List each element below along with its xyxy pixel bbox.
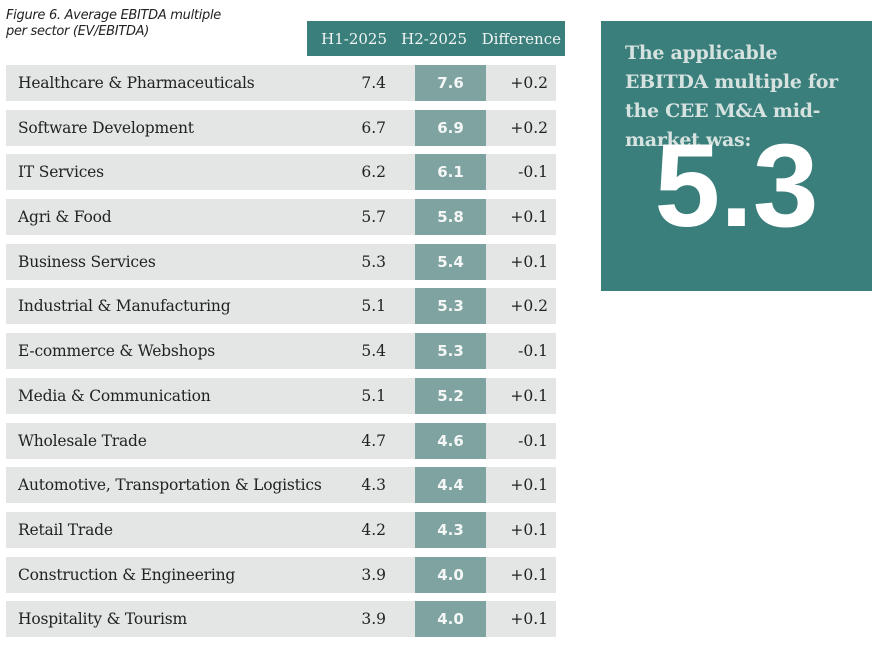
- header-difference: Difference: [481, 29, 561, 48]
- difference-value: -0.1: [518, 342, 548, 361]
- h2-value: 4.6: [437, 431, 464, 450]
- summary-text: The applicable EBITDA multiple for the C…: [625, 42, 838, 151]
- h2-value: 5.4: [437, 252, 464, 271]
- summary-value: 5.3: [654, 120, 819, 252]
- table-row: Construction & Engineering 3.9 4.0 +0.1: [6, 556, 556, 593]
- table-row: Media & Communication 5.1 5.2 +0.1: [6, 377, 556, 414]
- difference-value: +0.2: [510, 74, 548, 92]
- h2-highlight-cell: [415, 467, 486, 504]
- table-row: Automotive, Transportation & Logistics 4.…: [6, 467, 556, 504]
- sector-table: Healthcare & Pharmaceuticals 7.4 7.6 +0.2 So…: [6, 65, 556, 646]
- h2-value: 5.8: [437, 208, 464, 227]
- difference-value: +0.2: [510, 118, 548, 137]
- h2-highlight-cell: [415, 288, 486, 325]
- table-row: E-commerce & Webshops 5.4 5.3 -0.1: [6, 333, 556, 370]
- difference-value: +0.1: [510, 476, 548, 495]
- difference-value: -0.1: [518, 431, 548, 450]
- table-row: Business Services 5.3 5.4 +0.1: [6, 243, 556, 280]
- h2-value: 6.1: [437, 163, 464, 182]
- difference-value: +0.1: [510, 386, 548, 405]
- h1-value: 3.9: [361, 565, 386, 584]
- h2-highlight-cell: [415, 333, 486, 370]
- h1-value: 5.1: [361, 386, 386, 405]
- h2-value: 5.2: [437, 386, 464, 405]
- h2-highlight-cell: [415, 511, 486, 548]
- difference-value: +0.1: [510, 252, 548, 271]
- table-row: Software Development 6.7 6.9 +0.2: [6, 109, 556, 146]
- difference-value: +0.1: [510, 565, 548, 584]
- table-row: IT Services 6.2 6.1 -0.1: [6, 154, 556, 191]
- sector-name: Business Services: [18, 252, 156, 271]
- h2-highlight-cell: [415, 109, 486, 146]
- sector-name: Healthcare & Pharmaceuticals: [18, 74, 255, 92]
- sector-name: Software Development: [18, 118, 194, 137]
- h1-value: 4.2: [361, 520, 386, 539]
- h2-highlight-cell: [415, 199, 486, 236]
- sector-name: Agri & Food: [18, 208, 112, 227]
- sector-name: Retail Trade: [18, 520, 113, 539]
- table-row: Agri & Food 5.7 5.8 +0.1: [6, 199, 556, 236]
- sector-name: Media & Communication: [18, 386, 211, 405]
- sector-name: Wholesale Trade: [18, 431, 147, 450]
- h2-highlight-cell: [415, 377, 486, 414]
- h1-value: 4.7: [361, 431, 386, 450]
- caption-line-1: Figure 6. Average EBITDA multiple: [6, 8, 221, 23]
- difference-value: +0.1: [510, 208, 548, 227]
- sector-name: Automotive, Transportation & Logistics: [18, 476, 322, 495]
- figure-caption: Figure 6. Average EBITDA multiple per se…: [6, 8, 286, 40]
- header-h2-2025: H2-2025: [401, 29, 467, 48]
- h2-highlight-cell: [415, 65, 486, 101]
- h1-value: 7.4: [361, 74, 386, 92]
- h2-value: 4.0: [437, 565, 464, 584]
- h2-value: 7.6: [437, 74, 464, 92]
- h2-value: 4.3: [437, 520, 464, 539]
- h2-value: 4.0: [437, 610, 464, 629]
- header-h1-2025: H1-2025: [321, 29, 387, 48]
- difference-value: -0.1: [518, 163, 548, 182]
- h2-highlight-cell: [415, 556, 486, 593]
- sector-name: Hospitality & Tourism: [18, 610, 187, 629]
- table-row: Industrial & Manufacturing 5.1 5.3 +0.2: [6, 288, 556, 325]
- h2-value: 5.3: [437, 297, 464, 316]
- table-header: H1-2025 H2-2025 Difference: [307, 21, 565, 56]
- h1-value: 6.7: [361, 118, 386, 137]
- h1-value: 5.1: [361, 297, 386, 316]
- table-row: Retail Trade 4.2 4.3 +0.1: [6, 511, 556, 548]
- sector-name: Industrial & Manufacturing: [18, 297, 231, 316]
- h1-value: 5.4: [361, 342, 386, 361]
- summary-panel: The applicable EBITDA multiple for the C…: [601, 21, 872, 291]
- h2-value: 4.4: [437, 476, 464, 495]
- h2-highlight-cell: [415, 154, 486, 191]
- h1-value: 6.2: [361, 163, 386, 182]
- sector-name: IT Services: [18, 163, 104, 182]
- difference-value: +0.1: [510, 610, 548, 629]
- h2-value: 6.9: [437, 118, 464, 137]
- h1-value: 4.3: [361, 476, 386, 495]
- h2-highlight-cell: [415, 243, 486, 280]
- h2-highlight-cell: [415, 601, 486, 638]
- sector-name: Construction & Engineering: [18, 565, 236, 584]
- h1-value: 5.3: [361, 252, 386, 271]
- difference-value: +0.1: [510, 520, 548, 539]
- h2-value: 5.3: [437, 342, 464, 361]
- table-row: Hospitality & Tourism 3.9 4.0 +0.1: [6, 601, 556, 638]
- difference-value: +0.2: [510, 297, 548, 316]
- h1-value: 3.9: [361, 610, 386, 629]
- table-row: Healthcare & Pharmaceuticals 7.4 7.6 +0.2: [6, 65, 556, 101]
- sector-name: E-commerce & Webshops: [18, 342, 216, 361]
- table-row: Wholesale Trade 4.7 4.6 -0.1: [6, 422, 556, 459]
- caption-line-2: per sector (EV/EBITDA): [6, 24, 150, 39]
- h2-highlight-cell: [415, 422, 486, 459]
- h1-value: 5.7: [361, 208, 386, 227]
